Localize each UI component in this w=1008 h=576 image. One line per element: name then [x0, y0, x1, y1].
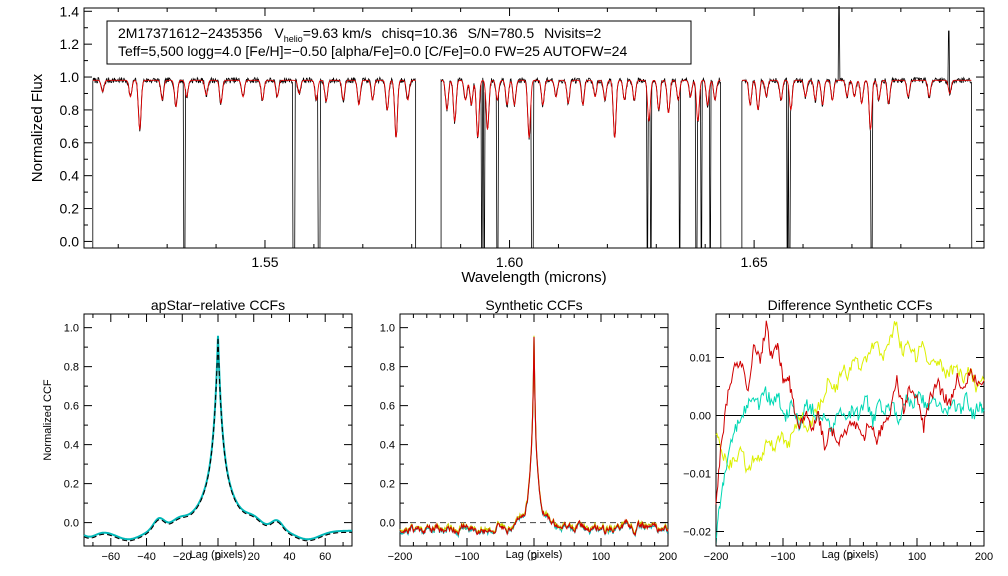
- model-spectrum-series: [92, 79, 972, 138]
- synthetic-ccf-x-tick-label: 200: [659, 551, 677, 563]
- synthetic-ccf-line-2: [399, 335, 669, 537]
- apstar-ccf-line-1: [83, 335, 352, 541]
- apstar-ccf-y-tick-label: 1.0: [64, 323, 79, 335]
- spectrum-x-axis-title: Wavelength (microns): [461, 269, 606, 286]
- apstar-ccf-x-tick-label: −60: [101, 551, 120, 563]
- difference-ccf-series: [715, 320, 985, 546]
- difference-ccf-x-tick-label: 0: [847, 551, 853, 563]
- spectrum-y-tick-label: 0.0: [60, 233, 80, 249]
- observed-spectrum-chip-3: [741, 5, 973, 249]
- info-line-1: 2M17371612−2435356 Vhelio=9.63 km/s chisq=…: [118, 25, 602, 44]
- apstar-ccf-x-tick-label: −20: [173, 551, 192, 563]
- synthetic-ccf-line-3: [399, 336, 669, 537]
- spectrum-y-tick-label: 1.4: [60, 3, 80, 19]
- synthetic-ccf-series: [399, 335, 669, 539]
- synthetic-ccf-y-tick-label: 0.4: [380, 440, 395, 452]
- info-line-2: Teff=5,500 logg=4.0 [Fe/H]=−0.50 [alpha/…: [118, 43, 627, 59]
- synthetic-ccf-axis-ticks: −200 −100 0 100 200 0.0 0.2 0.4 0.6 0.8 1.0: [380, 314, 677, 563]
- apstar-ccf-x-tick-label: −40: [137, 551, 156, 563]
- spectrum-y-tick-label: 1.2: [60, 36, 80, 52]
- model-spectrum-chip-1: [92, 79, 416, 138]
- synthetic-ccf-y-tick-label: 0.2: [380, 479, 395, 491]
- difference-ccf-y-tick-label: 0.00: [690, 411, 711, 423]
- object-id: 2M17371612−2435356: [118, 25, 263, 41]
- spectrum-y-axis-title: Normalized Flux: [29, 73, 46, 182]
- model-spectrum-chip-2: [441, 79, 721, 138]
- vhelio-value: =9.63 km/s: [303, 25, 372, 41]
- spectrum-axis-ticks: 1.55 1.60 1.65 0.0 0.2 0.4 0.6 0.8 1.0 1.2 1.4: [60, 3, 984, 270]
- observed-spectrum-chip-2: [440, 76, 722, 249]
- difference-ccf-y-tick-label: −0.01: [683, 469, 711, 481]
- vhelio-subscript: helio: [284, 34, 303, 44]
- spectrum-panel: 1.55 1.60 1.65 0.0 0.2 0.4 0.6 0.8 1.0 1.2 1.4 2M1…: [29, 3, 985, 286]
- spectrum-y-tick-label: 0.4: [60, 168, 80, 184]
- difference-ccf-axis-ticks: −200 −100 0 100 200 −0.02 −0.01 0.00 0.01: [683, 314, 993, 563]
- spectrum-y-tick-label: 1.0: [60, 69, 80, 85]
- apstar-ccf-x-tick-label: 60: [319, 551, 331, 563]
- difference-ccf-plot-frame: [715, 313, 985, 547]
- apstar-ccf-x-tick-label: 0: [215, 551, 221, 563]
- spectrum-y-tick-label: 0.6: [60, 135, 80, 151]
- apstar-ccf-x-tick-label: 40: [283, 551, 295, 563]
- synthetic-ccf-panel: −200 −100 0 100 200 0.0 0.2 0.4 0.6 0.8 1.0 Synthe…: [380, 297, 677, 563]
- spectrum-x-tick-label: 1.55: [251, 254, 278, 270]
- apstar-ccf-series: [83, 335, 352, 542]
- difference-ccf-x-tick-label: 100: [908, 551, 926, 563]
- apstar-ccf-title: apStar−relative CCFs: [151, 297, 285, 313]
- apstar-ccf-axis-ticks: −60 −40 −20 0 20 40 60 0.0 0.2 0.4 0.6 0.8 1.0: [64, 314, 352, 563]
- chisq-value: chisq=10.36: [382, 25, 458, 41]
- apstar-ccf-panel: −60 −40 −20 0 20 40 60 0.0 0.2 0.4 0.6 0.8 1.0 apSta…: [42, 297, 353, 563]
- spectrum-x-tick-label: 1.65: [740, 254, 767, 270]
- difference-ccf-panel: −200 −100 0 100 200 −0.02 −0.01 0.00 0.01 Differ…: [683, 297, 993, 563]
- spectrum-info-box: [106, 20, 692, 65]
- apstar-ccf-y-axis-title: Normalized CCF: [42, 379, 54, 461]
- model-spectrum-chip-3: [741, 79, 972, 130]
- snr-value: S/N=780.5: [468, 25, 535, 41]
- spectrum-y-tick-label: 0.2: [60, 201, 80, 217]
- difference-ccf-line-3: [715, 321, 985, 474]
- difference-ccf-title: Difference Synthetic CCFs: [768, 297, 933, 313]
- synthetic-ccf-x-tick-label: −200: [388, 551, 413, 563]
- vhelio-symbol: V: [274, 25, 284, 41]
- difference-ccf-line-1: [715, 320, 985, 505]
- spectrum-y-tick-label: 0.8: [60, 102, 80, 118]
- synthetic-ccf-x-tick-label: 0: [531, 551, 537, 563]
- synthetic-ccf-y-tick-label: 0.6: [380, 401, 395, 413]
- difference-ccf-line-2: [715, 386, 985, 546]
- spectrum-x-tick-label: 1.60: [496, 254, 523, 270]
- observed-spectrum-chip-1: [92, 76, 417, 249]
- apstar-ccf-x-tick-label: 20: [248, 551, 260, 563]
- synthetic-ccf-y-tick-label: 0.8: [380, 362, 395, 374]
- synthetic-ccf-x-axis-title: Lag (pixels): [506, 549, 563, 561]
- difference-ccf-y-tick-label: 0.01: [690, 353, 711, 365]
- apstar-ccf-y-tick-label: 0.8: [64, 362, 79, 374]
- synthetic-ccf-y-tick-label: 0.0: [380, 518, 395, 530]
- apstar-ccf-line-2: [83, 337, 352, 542]
- difference-ccf-x-tick-label: −200: [704, 551, 729, 563]
- difference-ccf-x-axis-title: Lag (pixels): [822, 549, 879, 561]
- difference-ccf-y-tick-label: −0.02: [683, 527, 711, 539]
- spectrum-plot-frame: [83, 7, 985, 249]
- synthetic-ccf-x-tick-label: −100: [455, 551, 480, 563]
- difference-ccf-x-tick-label: 200: [975, 551, 993, 563]
- synthetic-ccf-x-tick-label: 100: [592, 551, 610, 563]
- apstar-ccf-y-tick-label: 0.2: [64, 479, 79, 491]
- apstar-ccf-y-tick-label: 0.4: [64, 440, 79, 452]
- apstar-ccf-x-axis-title: Lag (pixels): [190, 549, 247, 561]
- synthetic-ccf-y-tick-label: 1.0: [380, 323, 395, 335]
- apstar-ccf-y-tick-label: 0.0: [64, 518, 79, 530]
- difference-ccf-x-tick-label: −100: [771, 551, 796, 563]
- synthetic-ccf-title: Synthetic CCFs: [485, 297, 582, 313]
- nvisits-value: Nvisits=2: [544, 25, 601, 41]
- apstar-ccf-y-tick-label: 0.6: [64, 401, 79, 413]
